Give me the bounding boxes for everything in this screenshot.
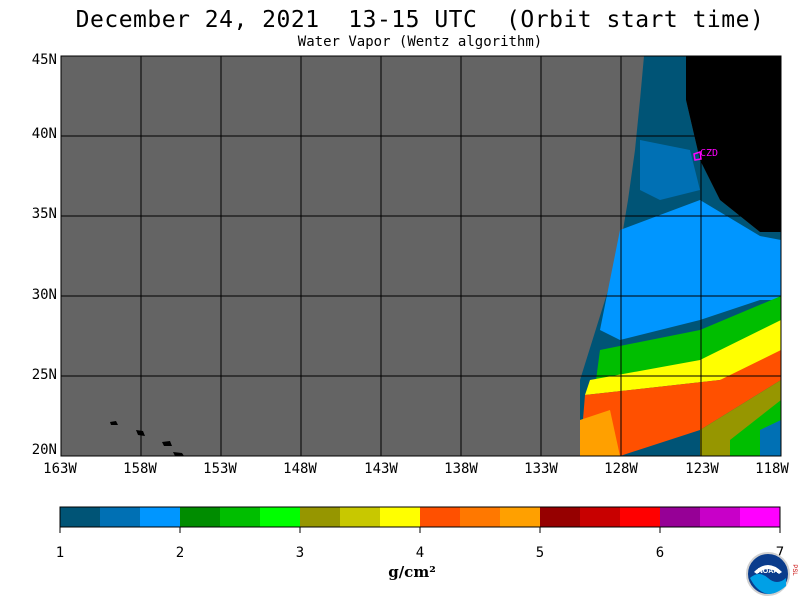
lat-label-20n: 20N	[31, 442, 57, 458]
colorbar-swatch	[580, 507, 621, 527]
colorbar-label-1: 1	[55, 545, 65, 561]
psl-logo-text: PSL	[791, 564, 797, 576]
colorbar-label-6: 6	[655, 545, 665, 561]
lon-label-128w: 128W	[604, 461, 638, 477]
colorbar-swatch	[260, 507, 301, 527]
colorbar-swatch	[60, 507, 101, 527]
map-frame	[60, 55, 782, 457]
colorbar-label-3: 3	[295, 545, 305, 561]
station-marker: CZD	[693, 148, 718, 161]
colorbar-swatch	[740, 507, 781, 527]
land-north-america	[686, 56, 781, 232]
colorbar	[59, 506, 781, 533]
lat-label-35n: 35N	[31, 206, 57, 222]
colorbar-label-7: 7	[775, 545, 785, 561]
colorbar-swatch	[620, 507, 661, 527]
lon-label-143w: 143W	[364, 461, 398, 477]
swath-band-medium-blue	[600, 200, 781, 340]
colorbar-swatch	[380, 507, 421, 527]
lon-label-138w: 138W	[444, 461, 478, 477]
chart-subtitle: Water Vapor (Wentz algorithm)	[297, 34, 543, 50]
station-label: CZD	[700, 148, 718, 159]
water-vapor-map: CZD	[60, 55, 782, 457]
colorbar-swatch	[460, 507, 501, 527]
lon-label-158w: 158W	[123, 461, 157, 477]
lat-label-30n: 30N	[31, 287, 57, 303]
chart-title: December 24, 2021 13-15 UTC (Orbit start…	[75, 7, 765, 33]
land-hawaii	[173, 452, 184, 456]
graticule-group	[61, 56, 781, 456]
colorbar-swatch	[100, 507, 141, 527]
colorbar-swatch	[420, 507, 461, 527]
lon-label-133w: 133W	[524, 461, 558, 477]
land-maui	[162, 441, 172, 446]
lon-label-148w: 148W	[283, 461, 317, 477]
colorbar-swatch	[140, 507, 181, 527]
lon-label-123w: 123W	[685, 461, 719, 477]
station-marker-shape	[693, 151, 702, 161]
land-kauai	[110, 421, 118, 425]
colorbar-swatch	[660, 507, 701, 527]
lat-label-40n: 40N	[31, 126, 57, 142]
swath-band-green	[596, 296, 781, 380]
colorbar-unit: g/cm²	[388, 563, 436, 581]
colorbar-swatch	[700, 507, 741, 527]
swath-band-blue-south	[760, 420, 781, 456]
colorbar-swatch	[220, 507, 261, 527]
colorbar-label-5: 5	[535, 545, 545, 561]
colorbar-label-4: 4	[415, 545, 425, 561]
lon-label-118w: 118W	[755, 461, 789, 477]
swath-band-light-orange	[580, 410, 620, 456]
lat-label-25n: 25N	[31, 367, 57, 383]
noaa-logo-text: NOAA	[758, 568, 779, 575]
colorbar-swatch	[180, 507, 221, 527]
colorbar-swatch	[300, 507, 341, 527]
lat-label-45n: 45N	[31, 52, 57, 68]
lon-label-153w: 153W	[203, 461, 237, 477]
colorbar-swatch	[540, 507, 581, 527]
colorbar-label-2: 2	[175, 545, 185, 561]
colorbar-swatch	[340, 507, 381, 527]
colorbar-swatch	[500, 507, 541, 527]
noaa-logo: NOAA PSL	[746, 552, 797, 596]
swath-band-light-blue	[640, 140, 700, 200]
lon-label-163w: 163W	[43, 461, 77, 477]
